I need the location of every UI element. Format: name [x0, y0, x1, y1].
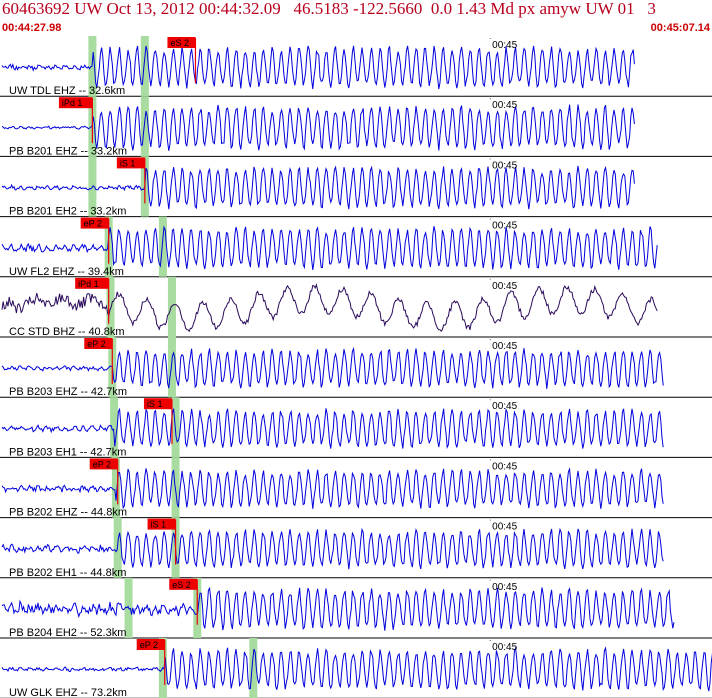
- minute-tick-label: 00:45: [492, 341, 517, 352]
- waveform-trace[interactable]: [1, 646, 712, 692]
- station-label: PB B202 EH1 -- 44.8km: [9, 567, 126, 579]
- timing-window-band: [167, 276, 176, 337]
- waveform-trace[interactable]: [1, 586, 675, 631]
- phase-flag[interactable]: [167, 37, 196, 48]
- station-label: PB B201 EHZ -- 33.2km: [9, 145, 127, 157]
- phase-flag[interactable]: [147, 518, 176, 530]
- timing-window-band: [110, 397, 119, 458]
- start-time: 00:44:27.98: [2, 22, 62, 34]
- phase-flag[interactable]: [116, 157, 145, 169]
- phase-flag[interactable]: [84, 338, 113, 349]
- station-label: CC STD BHZ -- 40.8km: [9, 326, 125, 338]
- waveform-trace[interactable]: [1, 283, 658, 333]
- minute-tick-label: 00:45: [492, 582, 517, 593]
- phase-label: iS 1: [151, 520, 167, 530]
- timing-window-band: [167, 337, 176, 398]
- phase-flag[interactable]: [75, 277, 109, 289]
- phase-label: eP 2: [87, 339, 105, 349]
- waveform-trace[interactable]: [1, 45, 635, 90]
- phase-flag[interactable]: [58, 97, 93, 109]
- phase-label: eS 2: [170, 38, 189, 48]
- station-label: UW TDL EHZ -- 32.6km: [9, 85, 125, 97]
- station-label: UW FL2 EHZ -- 39.4km: [9, 266, 124, 278]
- station-label: PB B202 EHZ -- 44.8km: [9, 507, 127, 519]
- phase-flag[interactable]: [80, 217, 109, 229]
- phase-label: iS 1: [147, 399, 163, 409]
- station-label: UW GLK EHZ -- 73.2km: [9, 687, 127, 698]
- minute-tick-label: 00:45: [492, 100, 517, 111]
- phase-flag[interactable]: [136, 639, 165, 650]
- waveform-trace[interactable]: [1, 467, 664, 510]
- phase-flag[interactable]: [89, 458, 118, 470]
- minute-tick-label: 00:45: [492, 281, 517, 292]
- seismogram-panel[interactable]: 00:45 eS 2 UW TDL EHZ -- 32.6km 00:45 iPd 1 P…: [0, 36, 712, 698]
- phase-label: iPd 1: [62, 98, 83, 108]
- phase-label: eP 2: [84, 219, 102, 229]
- timing-window-band: [111, 457, 120, 518]
- waveform-trace[interactable]: [1, 527, 664, 570]
- end-time: 00:45:07.14: [650, 22, 710, 34]
- waveform-trace[interactable]: [1, 165, 635, 210]
- timing-window-band: [140, 36, 149, 97]
- phase-label: eP 2: [93, 459, 111, 469]
- minute-tick-label: 00:45: [492, 401, 517, 412]
- minute-tick-label: 00:45: [492, 221, 517, 232]
- minute-tick-label: 00:45: [492, 160, 517, 171]
- minute-tick-label: 00:45: [492, 40, 517, 51]
- timing-window-band: [140, 96, 149, 157]
- phase-flag[interactable]: [169, 578, 198, 590]
- event-summary: 60463692 UW Oct 13, 2012 00:44:32.09 46.…: [2, 0, 656, 18]
- timing-window-band: [249, 638, 258, 698]
- waveform-trace[interactable]: [1, 407, 664, 450]
- station-label: PB B203 EHZ -- 42.7km: [9, 386, 127, 398]
- timing-window-band: [106, 276, 115, 337]
- waveform-trace[interactable]: [1, 104, 635, 151]
- station-label: PB B201 EH2 -- 33.2km: [9, 206, 126, 218]
- phase-label: iS 1: [120, 158, 136, 168]
- timing-window-band: [158, 216, 167, 277]
- phase-label: iPd 1: [78, 279, 99, 289]
- station-label: PB B204 EH2 -- 52.3km: [9, 627, 126, 639]
- station-label: PB B203 EH1 -- 42.7km: [9, 446, 126, 458]
- phase-flag[interactable]: [143, 398, 172, 410]
- phase-label: eP 2: [140, 640, 158, 650]
- phase-label: eS 2: [172, 580, 191, 590]
- minute-tick-label: 00:45: [492, 461, 517, 472]
- waveform-trace[interactable]: [1, 225, 658, 270]
- minute-tick-label: 00:45: [492, 642, 517, 653]
- waveform-trace[interactable]: [1, 346, 664, 389]
- minute-tick-label: 00:45: [492, 522, 517, 533]
- event-header: 60463692 UW Oct 13, 2012 00:44:32.09 46.…: [0, 0, 712, 36]
